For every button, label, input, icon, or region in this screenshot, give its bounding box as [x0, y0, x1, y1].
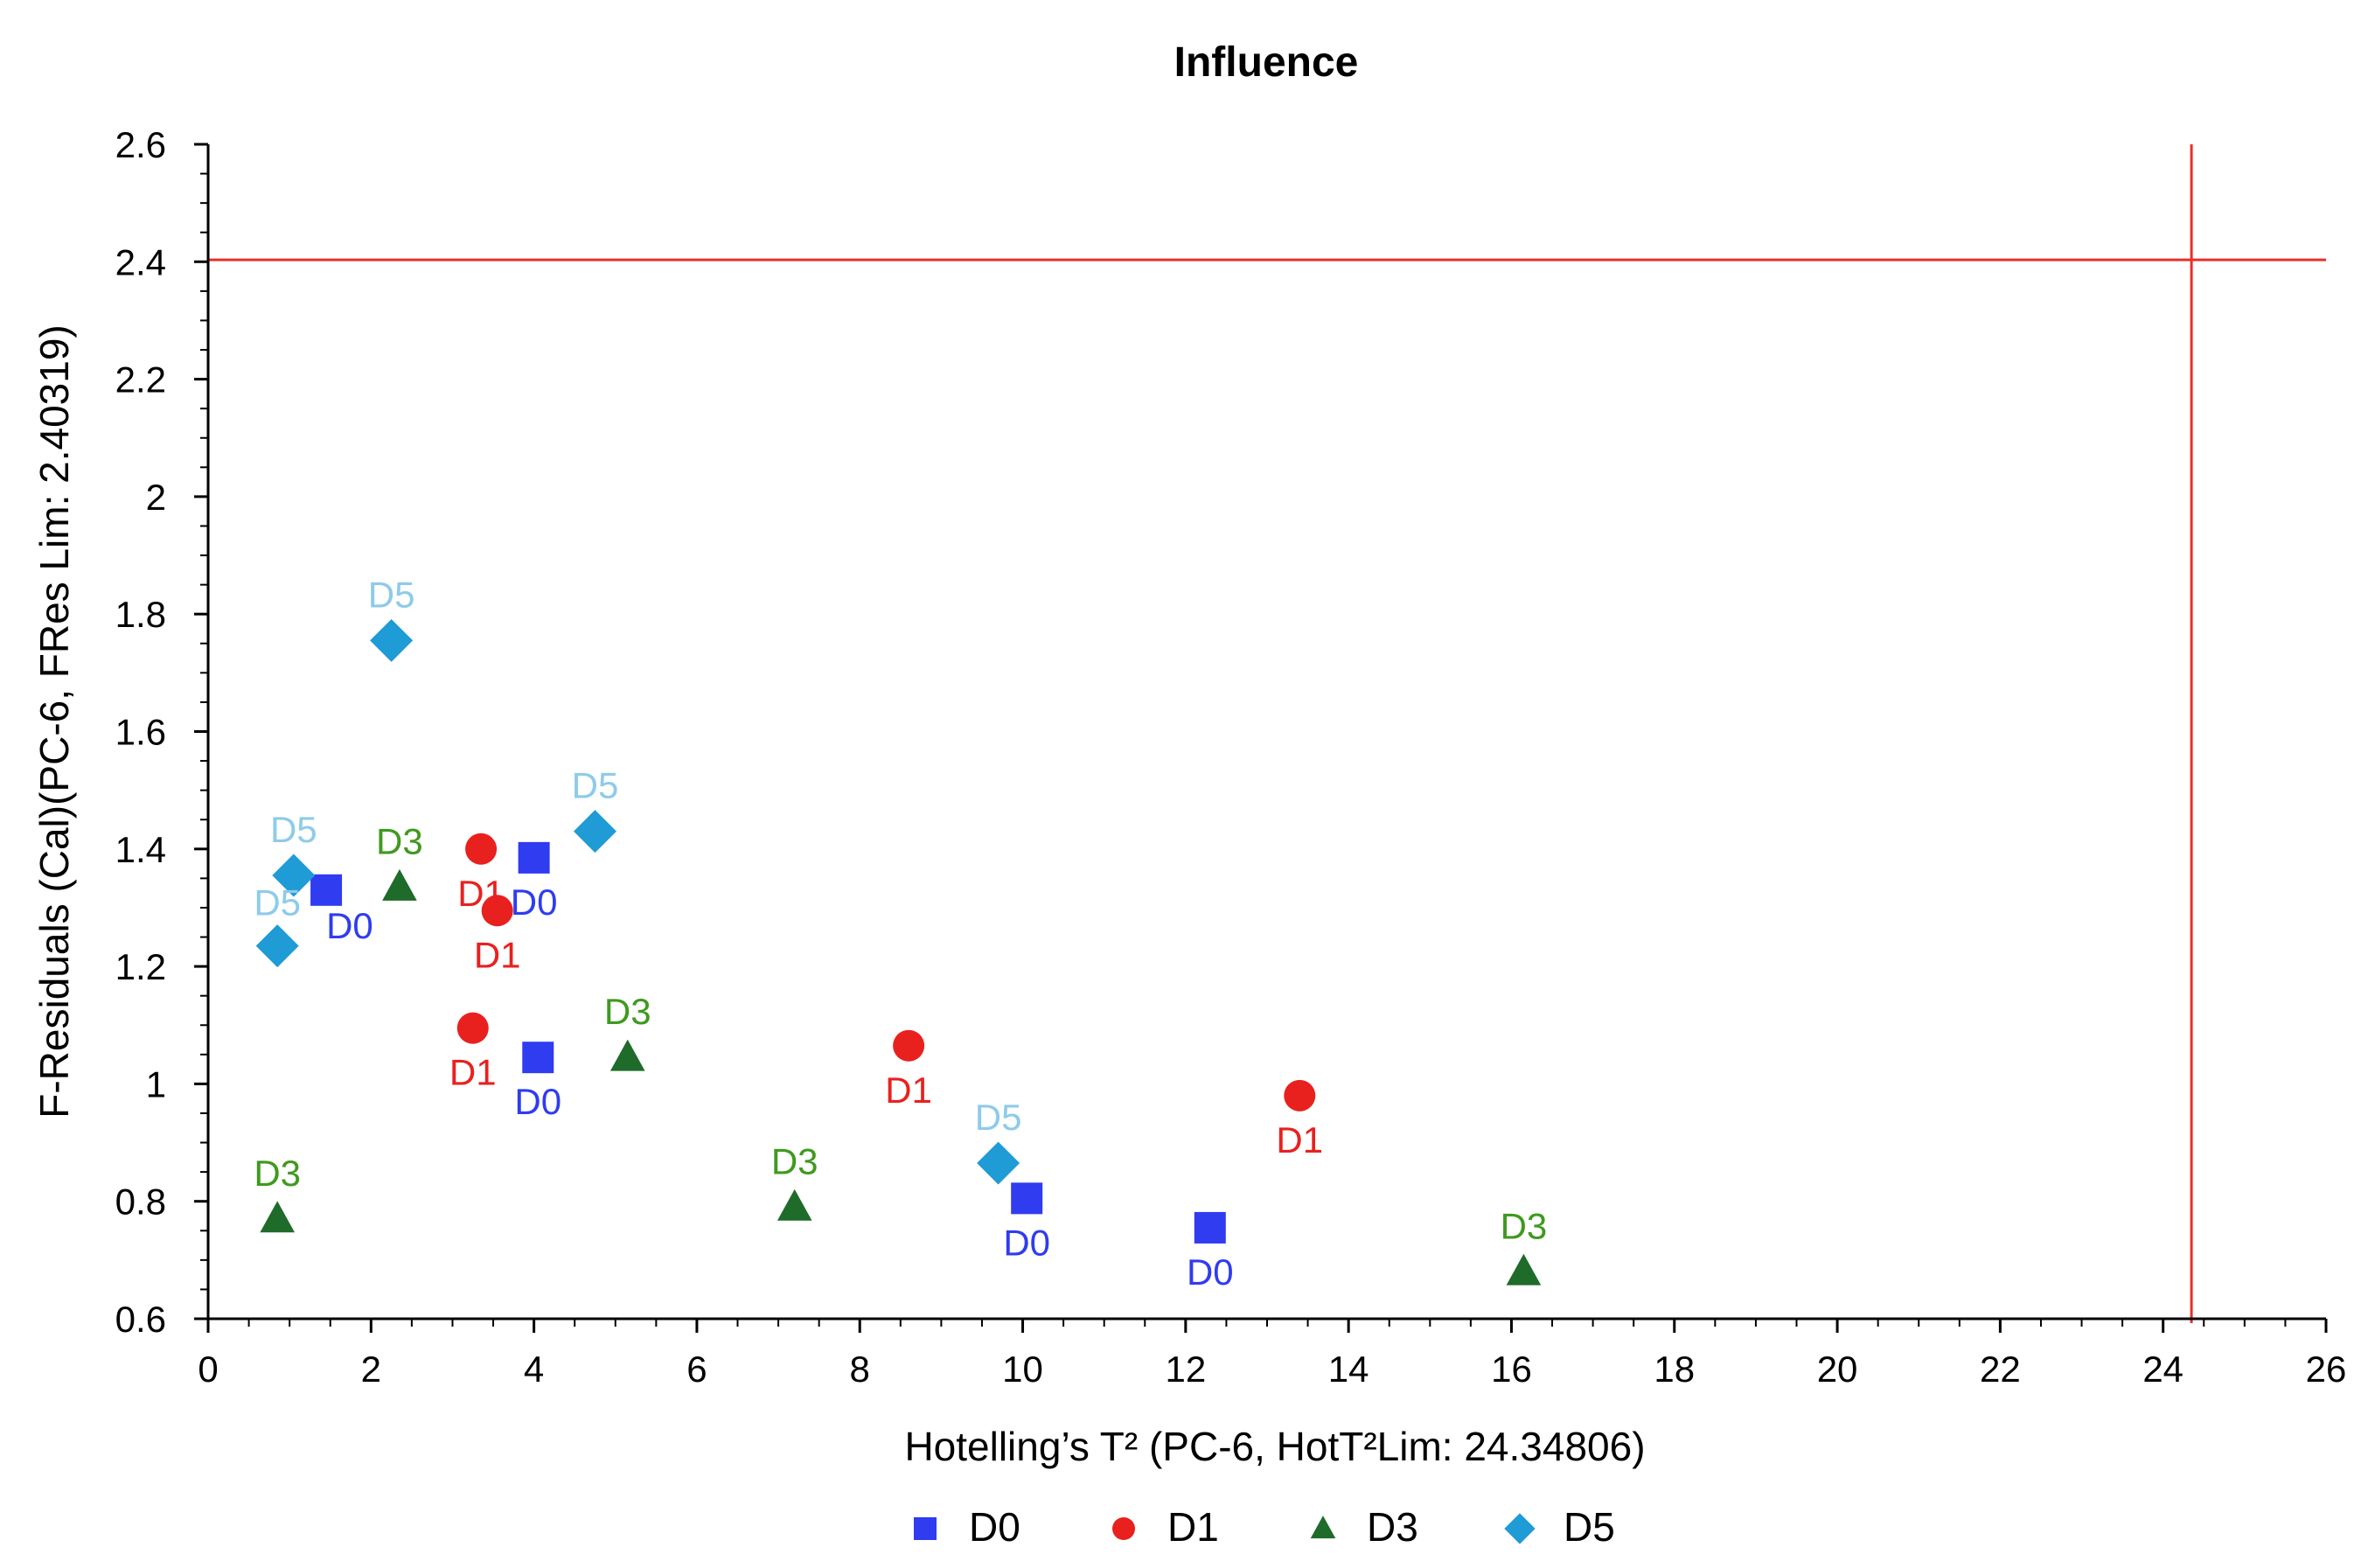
legend-label-d0: D0 — [969, 1504, 1020, 1550]
d5-point-label: D5 — [368, 574, 415, 615]
y-tick-label: 1.2 — [115, 946, 166, 987]
d3-point-label: D3 — [254, 1153, 301, 1194]
d5-point — [370, 618, 414, 662]
legend-marker-d1 — [1112, 1517, 1135, 1540]
d0-point-label: D0 — [514, 1081, 561, 1122]
legend-item-d5[interactable]: D5 — [1504, 1504, 1615, 1550]
d5-point — [574, 810, 616, 854]
x-tick-label: 0 — [198, 1348, 218, 1390]
x-axis-label: Hotelling’s T² (PC-6, HotT²Lim: 24.34806… — [904, 1424, 1645, 1469]
limit-lines — [208, 144, 2326, 1323]
d5-point-label: D5 — [572, 765, 619, 806]
d0-point — [1011, 1182, 1043, 1215]
d1-point-label: D1 — [449, 1052, 497, 1093]
d3-point — [1506, 1253, 1542, 1286]
d0-point — [310, 874, 343, 906]
x-tick-label: 12 — [1165, 1348, 1206, 1390]
x-tick-label: 18 — [1654, 1348, 1695, 1390]
x-tick-label: 20 — [1817, 1348, 1858, 1390]
d3-point — [382, 868, 417, 901]
d3-point-label: D3 — [1501, 1205, 1548, 1246]
x-tick-label: 22 — [1980, 1348, 2021, 1390]
d5-point-label: D5 — [975, 1097, 1022, 1138]
x-tick-label: 10 — [1002, 1348, 1043, 1390]
d1-point — [893, 1029, 925, 1062]
legend-label-d5: D5 — [1564, 1504, 1615, 1550]
chart-title: Influence — [1174, 39, 1359, 86]
x-tick-label: 6 — [686, 1348, 707, 1390]
x-tick-label: 14 — [1328, 1348, 1369, 1390]
d3-point — [260, 1201, 295, 1233]
x-tick-label: 2 — [361, 1348, 381, 1390]
d1-point-label: D1 — [474, 934, 521, 975]
x-tick-label: 4 — [524, 1348, 544, 1390]
d3-point — [609, 1039, 645, 1071]
y-axis-label: F-Residuals (Cal)(PC-6, FRes Lim: 2.4031… — [31, 324, 77, 1119]
d1-point — [456, 1012, 489, 1044]
d1-point — [465, 833, 498, 865]
d0-point-label: D0 — [1187, 1251, 1234, 1293]
y-tick-label: 2.6 — [115, 124, 166, 165]
x-tick-label: 16 — [1491, 1348, 1532, 1390]
d5-point-label: D5 — [254, 882, 301, 923]
d0-point — [518, 841, 550, 874]
d3-point — [777, 1188, 812, 1221]
legend: D0 D1 D3 D5 — [914, 1504, 1615, 1550]
x-tick-label: 8 — [850, 1348, 870, 1390]
d1-point — [1284, 1079, 1316, 1112]
legend-item-d1[interactable]: D1 — [1112, 1504, 1219, 1550]
d5-point — [255, 924, 299, 968]
y-tick-label: 1 — [146, 1063, 166, 1105]
y-tick-label: 1.6 — [115, 712, 166, 753]
legend-item-d0[interactable]: D0 — [914, 1504, 1020, 1550]
legend-marker-d0 — [914, 1517, 937, 1540]
d0-point — [1194, 1211, 1226, 1244]
d0-point-label: D0 — [326, 905, 373, 946]
d0-point-label: D0 — [511, 882, 558, 923]
y-tick-label: 1.8 — [115, 594, 166, 635]
d3-point-label: D3 — [771, 1140, 818, 1181]
y-tick-label: 2.2 — [115, 359, 166, 401]
d5-point — [977, 1141, 1020, 1185]
y-tick-label: 0.8 — [115, 1181, 166, 1223]
d1-point-label: D1 — [885, 1070, 932, 1111]
d5-point — [272, 854, 316, 897]
d3-point-label: D3 — [376, 820, 423, 861]
y-tick-label: 2.4 — [115, 241, 166, 282]
axes: 0 2 4 6 8 10 12 14 16 18 20 22 24 260.60.811.21.41.61… — [115, 124, 2347, 1390]
d0-point — [522, 1042, 554, 1074]
d1-point-label: D1 — [1276, 1119, 1323, 1160]
y-tick-label: 2 — [146, 477, 166, 518]
d5-point-label: D5 — [270, 809, 317, 850]
legend-label-d1: D1 — [1167, 1504, 1219, 1550]
legend-item-d3[interactable]: D3 — [1310, 1504, 1418, 1550]
y-tick-label: 0.6 — [115, 1299, 166, 1340]
legend-marker-d3 — [1310, 1516, 1336, 1539]
legend-marker-d5 — [1504, 1513, 1536, 1544]
d0-point-label: D0 — [1003, 1222, 1050, 1263]
legend-label-d3: D3 — [1367, 1504, 1418, 1550]
d3-point-label: D3 — [604, 991, 651, 1032]
x-tick-label: 26 — [2306, 1348, 2347, 1390]
x-tick-label: 24 — [2142, 1348, 2183, 1390]
d1-point — [481, 895, 513, 927]
y-tick-label: 1.4 — [115, 829, 166, 870]
